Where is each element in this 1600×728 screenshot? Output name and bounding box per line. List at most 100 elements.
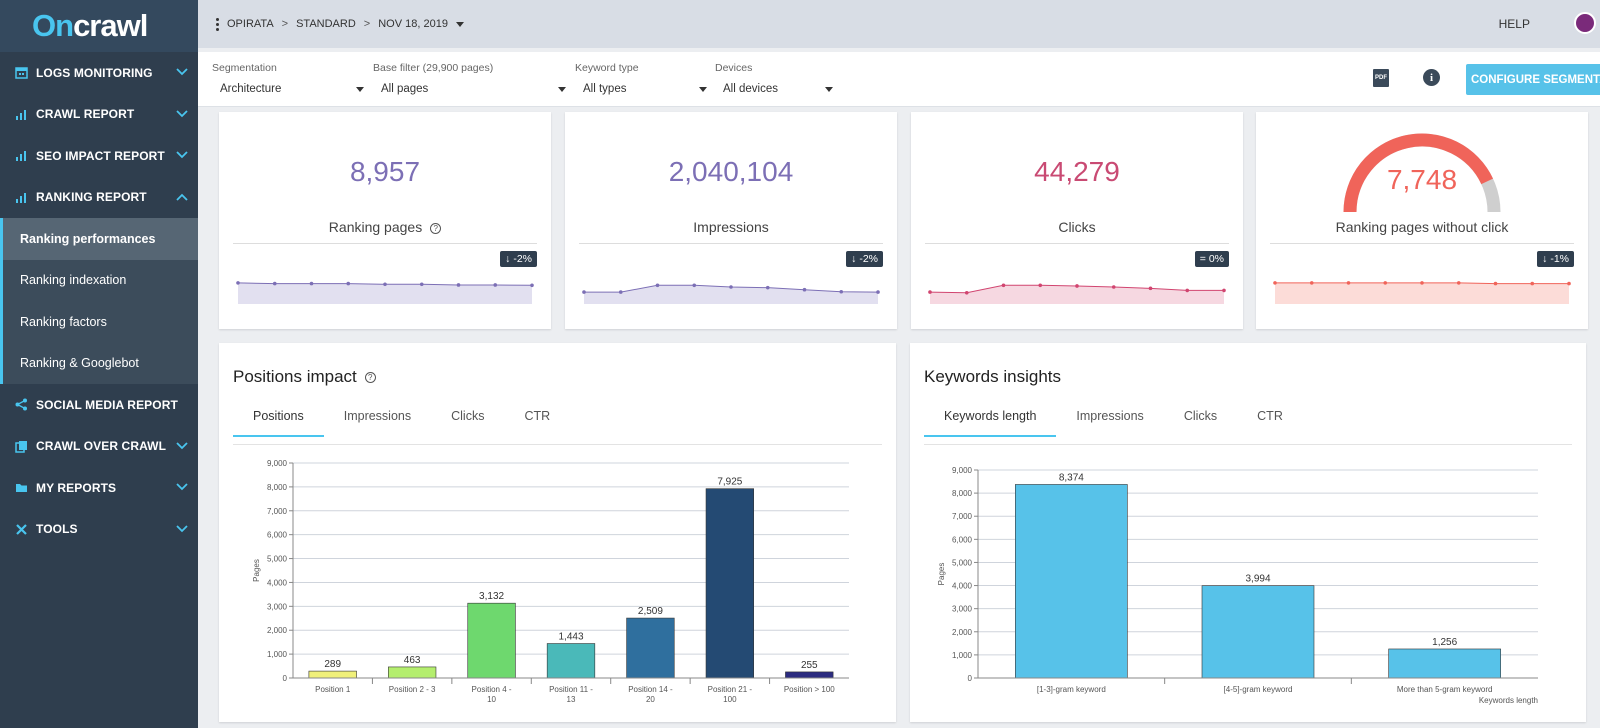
- bar-value-label: 8,374: [1059, 472, 1084, 483]
- base-filter-label: Base filter (29,900 pages): [373, 62, 494, 74]
- nav-label: CRAWL OVER CRAWL: [36, 439, 167, 454]
- base-filter-select[interactable]: Base filter (29,900 pages) All pages: [373, 62, 566, 96]
- y-axis-label: Pages: [252, 559, 261, 582]
- keywords-insights-card: Keywords insights Keywords length Impress…: [910, 343, 1586, 722]
- help-link[interactable]: HELP: [1498, 17, 1530, 31]
- sparkline-point: [346, 281, 351, 286]
- tab-clicks[interactable]: Clicks: [451, 409, 485, 423]
- nav-crawl-over-crawl[interactable]: CRAWL OVER CRAWL: [0, 426, 198, 468]
- chevron-down-icon[interactable]: [176, 480, 188, 494]
- caret-down-icon: [825, 87, 833, 92]
- bar[interactable]: [1388, 648, 1501, 679]
- nav-tools[interactable]: TOOLS: [0, 509, 198, 551]
- keywords-insights-title: Keywords insights: [924, 367, 1062, 386]
- sparkline-point: [1567, 281, 1571, 286]
- bar[interactable]: [308, 670, 357, 679]
- sidebar-item-ranking-googlebot[interactable]: Ranking & Googlebot: [0, 342, 198, 384]
- bar-value-label: 463: [404, 655, 421, 666]
- sparkline-point: [236, 281, 240, 285]
- x-tick-label: 13: [567, 695, 576, 704]
- y-tick-label: 4,000: [267, 578, 288, 587]
- kpi-value: 7,748: [1386, 164, 1458, 195]
- chevron-down-icon[interactable]: [176, 65, 188, 79]
- sidebar-item-ranking-factors[interactable]: Ranking factors: [0, 301, 198, 343]
- sparkline-point: [1420, 281, 1424, 285]
- nav-my-reports[interactable]: MY REPORTS: [0, 467, 198, 509]
- nav-label: TOOLS: [36, 522, 78, 537]
- gauge-fill: [1343, 133, 1494, 212]
- sparkline-point: [839, 289, 844, 294]
- breadcrumb-project[interactable]: OPIRATA: [227, 18, 274, 30]
- chevron-down-icon[interactable]: [176, 522, 188, 536]
- y-tick-label: 7,000: [952, 512, 973, 521]
- bar[interactable]: [1201, 585, 1315, 679]
- oncrawl-logo[interactable]: On crawl: [0, 0, 198, 52]
- bar-value-label: 1,443: [558, 632, 583, 643]
- y-tick-label: 6,000: [267, 531, 288, 540]
- kpi-label-text: Ranking pages without click: [1335, 219, 1509, 235]
- nav-ranking-report[interactable]: RANKING REPORT: [0, 177, 198, 219]
- tab-ctr[interactable]: CTR: [1257, 409, 1283, 423]
- keyword-type-select[interactable]: Keyword type All types: [575, 62, 707, 96]
- bar-value-label: 3,994: [1245, 574, 1270, 585]
- bar[interactable]: [1015, 484, 1128, 679]
- sparkline-point: [1456, 281, 1461, 285]
- bar[interactable]: [785, 671, 834, 679]
- bar[interactable]: [626, 617, 675, 679]
- divider: [1270, 243, 1574, 244]
- bar-value-label: 2,509: [638, 606, 663, 617]
- pdf-export-icon[interactable]: PDF: [1373, 69, 1389, 87]
- segmentation-select[interactable]: Segmentation Architecture: [212, 62, 364, 96]
- sidebar-item-ranking-performances[interactable]: Ranking performances: [0, 218, 198, 260]
- kpi-sparkline: [236, 281, 534, 304]
- calendar-icon: [14, 66, 28, 80]
- bar-chart-icon: [14, 107, 28, 121]
- breadcrumb-separator-icon: >: [281, 18, 289, 30]
- avatar[interactable]: [1574, 12, 1596, 34]
- date-dropdown-icon[interactable]: [455, 21, 464, 27]
- chevron-down-icon[interactable]: [176, 148, 188, 162]
- tab-clicks[interactable]: Clicks: [1183, 409, 1218, 423]
- chevron-down-icon[interactable]: [176, 439, 188, 453]
- bar[interactable]: [546, 643, 596, 679]
- breadcrumb-profile[interactable]: STANDARD: [296, 18, 356, 30]
- chevron-up-icon[interactable]: [176, 190, 188, 204]
- sidebar-item-ranking-indexation[interactable]: Ranking indexation: [0, 259, 198, 301]
- bar[interactable]: [388, 666, 437, 679]
- kpi-label: Ranking pages?: [219, 219, 551, 235]
- tab-ctr[interactable]: CTR: [524, 409, 551, 423]
- sparkline-point: [1001, 283, 1006, 288]
- tab-impressions[interactable]: Impressions: [343, 409, 412, 423]
- y-tick-label: 7,000: [267, 507, 288, 516]
- help-icon[interactable]: ?: [364, 372, 376, 384]
- sparkline-point: [582, 290, 586, 294]
- nav-seo-impact-report[interactable]: SEO IMPACT REPORT: [0, 135, 198, 177]
- y-tick-label: 1,000: [267, 650, 288, 659]
- positions-tabs: Positions Impressions Clicks CTR: [233, 409, 570, 437]
- bar[interactable]: [467, 602, 516, 679]
- chevron-down-icon[interactable]: [176, 107, 188, 121]
- configure-segmentation-button[interactable]: CONFIGURE SEGMENTATION: [1466, 64, 1600, 95]
- x-tick-label: Position > 100: [784, 685, 835, 694]
- tab-impressions[interactable]: Impressions: [1076, 409, 1144, 423]
- kpi-label: Ranking pages without click: [1256, 219, 1588, 235]
- info-icon[interactable]: i: [1423, 69, 1440, 86]
- devices-select[interactable]: Devices All devices: [715, 62, 833, 96]
- x-tick-label: [1-3]-gram keyword: [1037, 685, 1106, 694]
- bar[interactable]: [705, 488, 754, 679]
- kpi-sparkline: [1273, 281, 1571, 304]
- positions-impact-card: Positions impact? Positions Impressions Cl…: [219, 343, 896, 722]
- nav-crawl-report[interactable]: CRAWL REPORT: [0, 94, 198, 136]
- help-icon[interactable]: ?: [430, 222, 442, 234]
- y-tick-label: 5,000: [267, 555, 288, 564]
- tab-keywords-length[interactable]: Keywords length: [924, 409, 1057, 437]
- breadcrumb-date[interactable]: NOV 18, 2019: [378, 18, 448, 30]
- sparkline-point: [309, 281, 314, 286]
- bar-value-label: 1,256: [1432, 637, 1457, 648]
- nav-logs-monitoring[interactable]: LOGS MONITORING: [0, 52, 198, 94]
- kpi-sparkline: [928, 283, 1226, 304]
- more-options-icon[interactable]: [216, 17, 219, 31]
- tab-positions[interactable]: Positions: [233, 409, 324, 437]
- x-axis-label: Keywords length: [1479, 696, 1538, 705]
- nav-social-media-report[interactable]: SOCIAL MEDIA REPORT: [0, 384, 198, 426]
